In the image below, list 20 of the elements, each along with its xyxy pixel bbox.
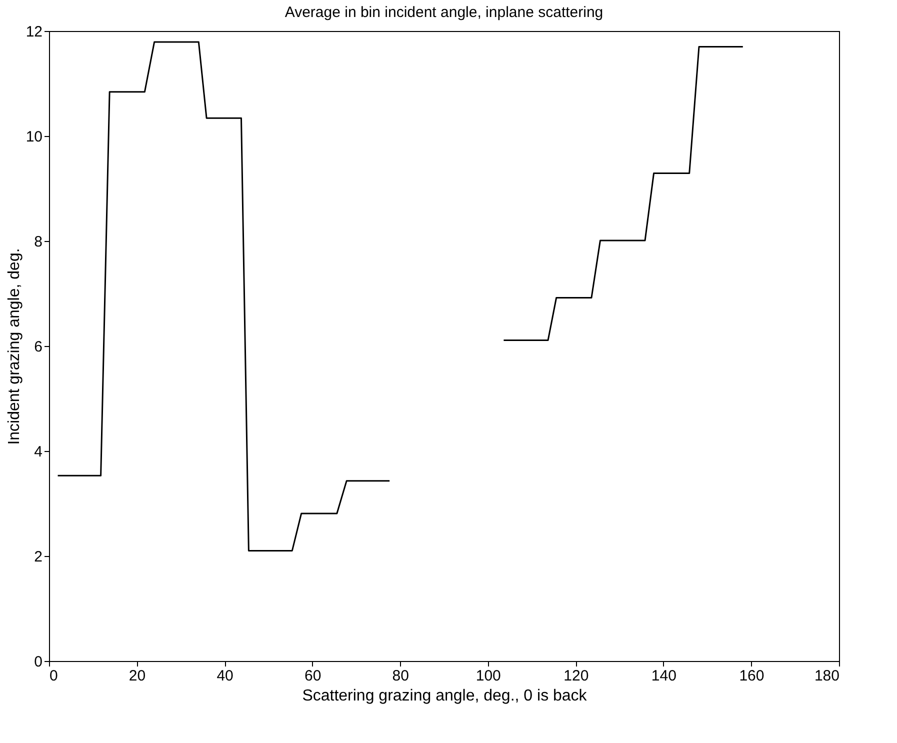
y-tick-label: 8 [34, 234, 42, 250]
y-tick-label: 2 [34, 548, 42, 566]
x-tick-label: 160 [739, 668, 764, 684]
x-tick-label: 140 [651, 668, 676, 684]
y-tick-label: 10 [26, 128, 42, 146]
x-tick-label: 180 [814, 668, 840, 684]
y-tick-label: 4 [34, 444, 42, 460]
x-tick-label: 120 [564, 668, 589, 684]
x-axis-title: Scattering grazing angle, deg., 0 is back [302, 688, 588, 704]
x-tick-label: 0 [50, 668, 58, 684]
x-tick-label: 80 [392, 668, 409, 684]
y-tick-label: 12 [26, 24, 42, 40]
x-tick-label: 40 [216, 668, 234, 684]
y-tick-label: 0 [34, 654, 42, 670]
chart-title: Average in bin incident angle, inplane scattering [284, 4, 604, 21]
y-axis-title: Incident grazing angle, deg. [6, 248, 23, 445]
x-tick-label: 60 [304, 668, 322, 684]
y-tick-label: 6 [34, 338, 42, 356]
x-tick-label: 20 [128, 668, 146, 684]
x-tick-label: 100 [476, 668, 501, 684]
